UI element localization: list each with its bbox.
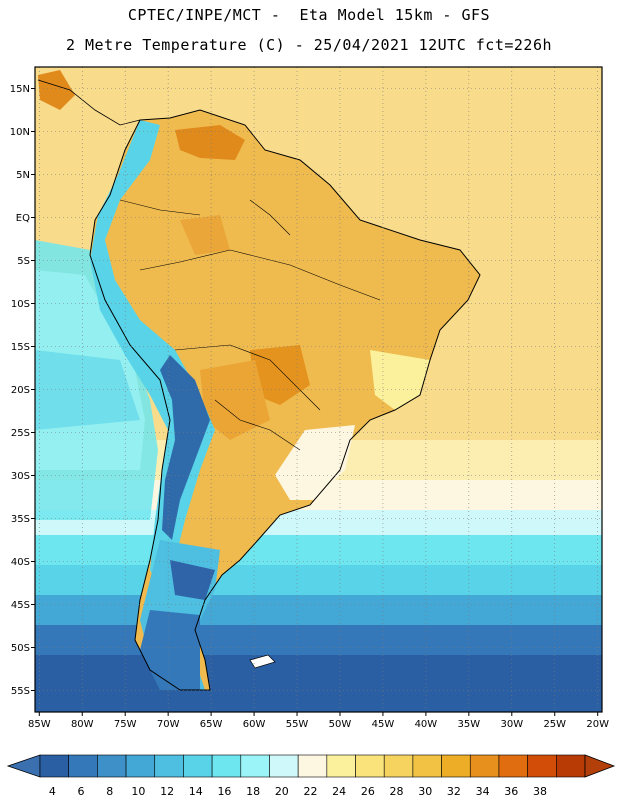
lon-label-55W: 55W (286, 719, 309, 730)
longitude-axis: 85W 80W 75W 70W 65W 60W 55W 50W 45W 40W 35W 30W 25W 2… (28, 712, 609, 730)
hotspot-venezuela (175, 125, 245, 160)
ocean-band-10 (35, 595, 602, 625)
hotspot-chaco (200, 360, 270, 440)
colorbar-swatch-18 (556, 754, 586, 778)
ocean-band-14 (35, 565, 602, 595)
colorbar-label-32: 32 (447, 785, 461, 798)
colorbar-swatch-15 (469, 754, 500, 778)
lon-label-20W: 20W (586, 719, 609, 730)
colorbar-label-14: 14 (189, 785, 203, 798)
lat-label-15N: 15N (10, 84, 30, 95)
colorbar-swatch-11 (355, 754, 385, 778)
colorbar-swatch-14 (441, 754, 471, 778)
colorbar-label-6: 6 (78, 785, 85, 798)
colorbar: 4 6 8 10 12 14 16 18 20 22 24 26 28 30 32 34 36 38 (6, 754, 616, 798)
hotspot-central-america (38, 70, 75, 110)
colorbar-label-34: 34 (476, 785, 490, 798)
colorbar-swatch-3 (125, 754, 156, 778)
falkland-islands (249, 654, 276, 669)
colorbar-label-36: 36 (504, 785, 518, 798)
colorbar-swatch-1 (68, 754, 98, 778)
cool-brazil-plateau (370, 350, 430, 410)
lat-label-5S: 5S (17, 256, 30, 267)
colorbar-swatch-0 (39, 754, 69, 778)
colorbar-label-30: 30 (418, 785, 432, 798)
colorbar-label-24: 24 (332, 785, 346, 798)
lat-label-EQ: EQ (16, 213, 30, 224)
lon-label-70W: 70W (157, 719, 180, 730)
colorbar-swatch-5 (183, 754, 213, 778)
colorbar-label-10: 10 (131, 785, 145, 798)
colorbar-label-8: 8 (106, 785, 113, 798)
lon-label-40W: 40W (415, 719, 438, 730)
lat-label-50S: 50S (11, 643, 30, 654)
border-argentina-north (214, 399, 301, 451)
coastline (89, 109, 481, 691)
lat-label-15S: 15S (11, 342, 30, 353)
lat-label-10S: 10S (11, 299, 30, 310)
hotspot-amazon (180, 215, 230, 255)
colorbar-swatch-10 (326, 754, 356, 778)
colorbar-swatch-2 (97, 754, 127, 778)
colorbar-label-4: 4 (49, 785, 56, 798)
latitude-axis: 15N 10N 5N EQ 5S 10S 15S 20S 25S 30S 35S 40S 45S 50S 5… (10, 84, 35, 697)
lon-label-30W: 30W (500, 719, 523, 730)
colorbar-swatch-12 (383, 754, 414, 778)
border-guianas (249, 199, 291, 236)
lat-label-25S: 25S (11, 428, 30, 439)
colorbar-label-28: 28 (390, 785, 404, 798)
patagonia-cold-patch (170, 560, 215, 600)
border-colombia-peru (119, 199, 201, 216)
colorbar-under-arrow (6, 754, 41, 778)
colorbar-over-arrow (584, 754, 616, 778)
colorbar-label-12: 12 (160, 785, 174, 798)
lat-label-20S: 20S (11, 385, 30, 396)
colorbar-label-20: 20 (275, 785, 289, 798)
lon-label-50W: 50W (329, 719, 352, 730)
lon-label-65W: 65W (200, 719, 223, 730)
colorbar-label-26: 26 (361, 785, 375, 798)
lon-label-25W: 25W (543, 719, 566, 730)
ocean-band-16 (35, 535, 602, 565)
lon-label-80W: 80W (71, 719, 94, 730)
colorbar-swatch-13 (412, 754, 442, 778)
colorbar-swatch-17 (527, 754, 557, 778)
pacific-cool-patch (35, 350, 140, 430)
lat-label-40S: 40S (11, 557, 30, 568)
hotspot-pantanal (250, 345, 310, 405)
colorbar-swatch-4 (154, 754, 184, 778)
colorbar-swatch-9 (297, 754, 328, 778)
border-brazil-north (139, 249, 381, 301)
graticule (35, 67, 602, 712)
colorbar-swatch-7 (240, 754, 270, 778)
lon-label-35W: 35W (458, 719, 481, 730)
ocean-band-6 (35, 625, 602, 655)
lat-label-35S: 35S (11, 514, 30, 525)
map-title-line-1: CPTEC/INPE/MCT - Eta Model 15km - GFS (127, 6, 491, 24)
lon-label-75W: 75W (114, 719, 137, 730)
patagonia-cold (140, 610, 200, 690)
colorbar-label-38: 38 (533, 785, 547, 798)
lat-label-30S: 30S (11, 471, 30, 482)
map-title-line-2: 2 Metre Temperature (C) - 25/04/2021 12U… (65, 36, 553, 54)
colorbar-label-22: 22 (304, 785, 318, 798)
temperature-field (35, 67, 602, 712)
lat-label-5N: 5N (16, 170, 30, 181)
andes-very-cold (160, 355, 210, 540)
cool-south-brazil (275, 425, 355, 500)
colorbar-swatch-8 (269, 754, 299, 778)
colorbar-label-18: 18 (246, 785, 260, 798)
coastline-central-america (37, 79, 141, 126)
lat-label-55S: 55S (11, 686, 30, 697)
lon-label-45W: 45W (372, 719, 395, 730)
colorbar-label-16: 16 (217, 785, 231, 798)
colorbar-swatch-16 (498, 754, 528, 778)
ocean-band-4 (35, 655, 602, 712)
lon-label-60W: 60W (243, 719, 266, 730)
lon-label-85W: 85W (28, 719, 51, 730)
lat-label-45S: 45S (11, 600, 30, 611)
lat-label-10N: 10N (10, 127, 30, 138)
colorbar-swatch-6 (211, 754, 242, 778)
